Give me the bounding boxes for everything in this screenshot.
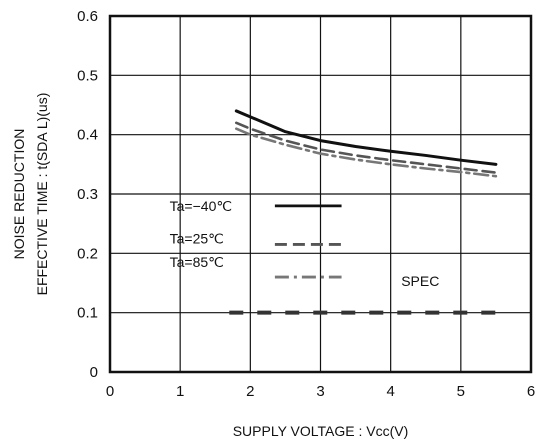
y-tick-label: 0.5 xyxy=(77,67,98,84)
grid xyxy=(110,16,531,372)
series-line xyxy=(235,121,498,174)
x-tick-label: 1 xyxy=(176,383,184,400)
y-axis-title-line2: EFFECTIVE TIME : t(SDA L)(us) xyxy=(34,93,50,296)
y-tick-label: 0.3 xyxy=(77,186,98,203)
legend-label: Ta=25℃ xyxy=(170,231,224,247)
x-tick-label: 4 xyxy=(386,383,394,400)
legend: Ta=−40℃ Ta=25℃ Ta=85℃ xyxy=(170,198,342,279)
series-line xyxy=(235,127,498,178)
y-tick-labels: 0 0.1 0.2 0.3 0.4 0.5 0.6 xyxy=(77,8,98,381)
series-layer xyxy=(229,109,498,315)
x-tick-label: 6 xyxy=(527,383,535,400)
x-tick-label: 3 xyxy=(316,383,324,400)
x-tick-labels: 0 1 2 3 4 5 6 xyxy=(106,383,535,400)
y-tick-label: 0.6 xyxy=(77,8,98,25)
y-tick-label: 0.2 xyxy=(77,245,98,262)
plot-frame xyxy=(108,14,533,374)
legend-label: Ta=−40℃ xyxy=(170,198,232,214)
series-line xyxy=(234,109,498,166)
y-tick-label: 0.4 xyxy=(77,127,98,144)
x-tick-label: 5 xyxy=(457,383,465,400)
y-axis-title-line1: NOISE REDUCTION xyxy=(11,129,27,260)
y-tick-label: 0.1 xyxy=(77,305,98,322)
legend-label: Ta=85℃ xyxy=(170,254,224,270)
x-tick-label: 0 xyxy=(106,383,114,400)
x-tick-label: 2 xyxy=(246,383,254,400)
y-tick-label: 0 xyxy=(90,364,98,381)
x-axis-title: SUPPLY VOLTAGE : Vcc(V) xyxy=(233,423,409,439)
spec-label: SPEC xyxy=(401,273,439,289)
